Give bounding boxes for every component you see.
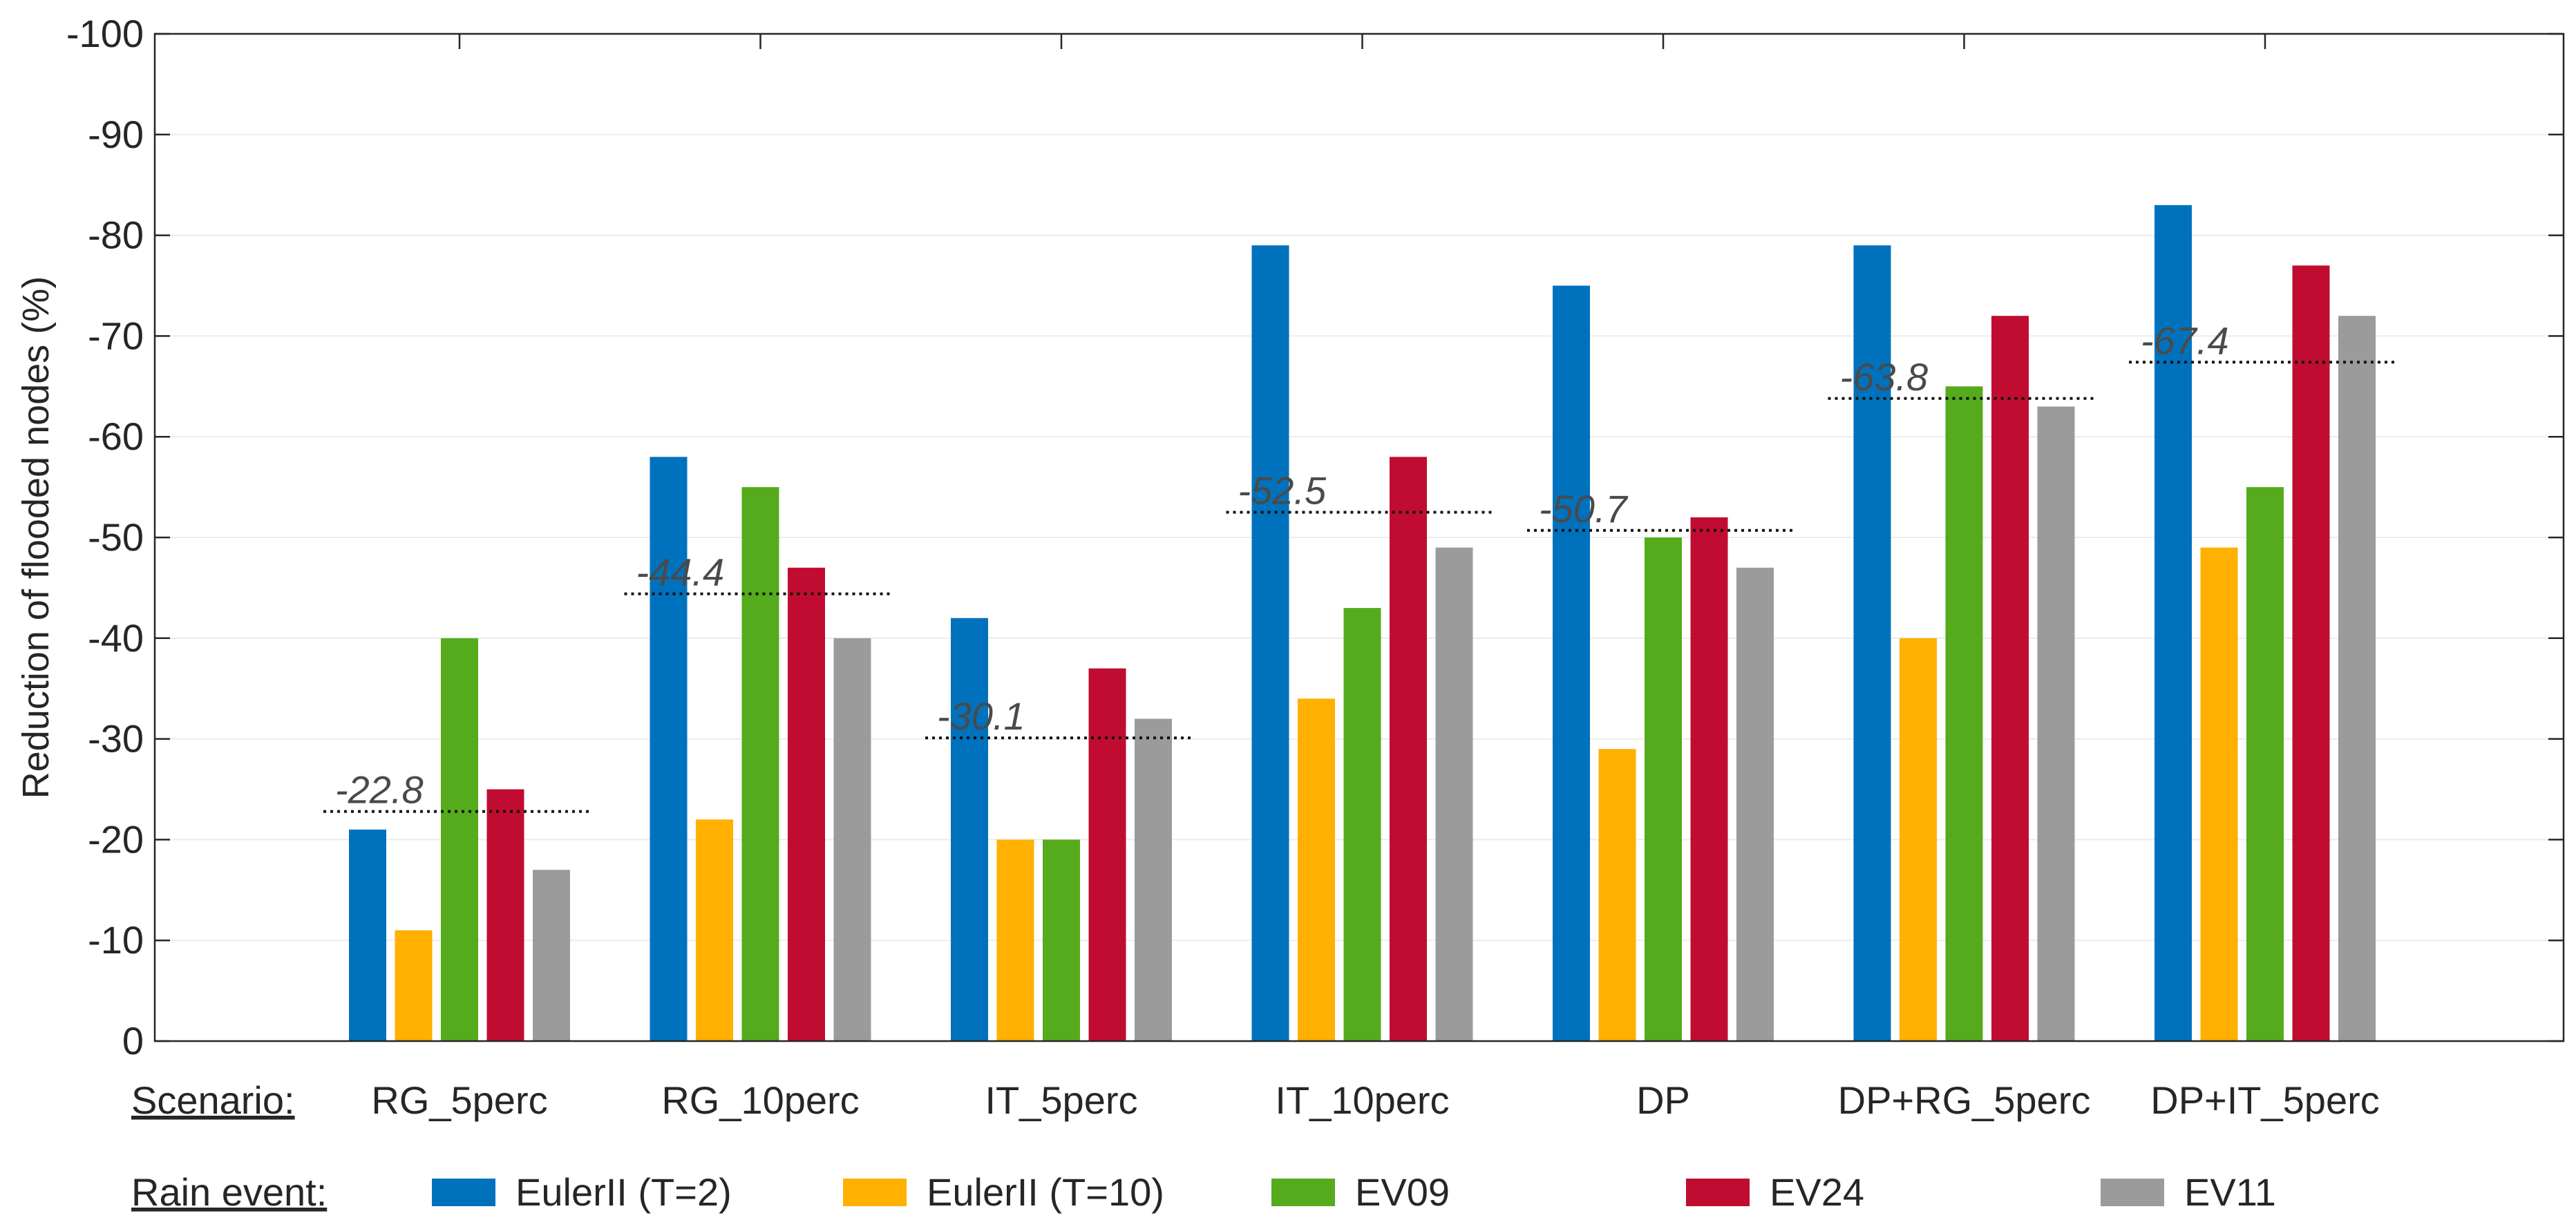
axes [153, 32, 2565, 1042]
mean-label: -44.4 [636, 551, 725, 594]
bar-eulerii-t-2-rg-10perc [650, 457, 688, 1041]
bar-eulerii-t-2-dp [1553, 285, 1590, 1041]
y-tick-label: -40 [88, 616, 144, 660]
bar-ev11-it-5perc [1135, 718, 1172, 1041]
bar-eulerii-t-10-dp-it-5perc [2200, 547, 2238, 1041]
legend-swatch [432, 1179, 495, 1206]
bar-ev09-it-10perc [1343, 608, 1381, 1041]
legend-label: EulerII (T=2) [515, 1170, 732, 1214]
bar-eulerii-t-10-it-5perc [996, 839, 1034, 1041]
bar-ev11-dp-it-5perc [2338, 316, 2376, 1041]
legend-swatch [2101, 1179, 2164, 1206]
y-tick-label: -70 [88, 314, 144, 357]
category-labels: RG_5perc RG_10perc IT_5perc IT_10perc DP DP+R… [371, 1078, 2379, 1122]
bar-ev09-dp-it-5perc [2246, 487, 2284, 1041]
category-label: RG_10perc [661, 1078, 859, 1122]
mean-label: -52.5 [1238, 469, 1327, 513]
legend-caption: Rain event: [131, 1170, 327, 1214]
bar-ev09-rg-10perc [741, 487, 779, 1041]
bar-ev24-dp [1690, 517, 1728, 1041]
y-tick-label: -10 [88, 918, 144, 962]
legend-swatch [1271, 1179, 1335, 1206]
legend-swatch [1686, 1179, 1750, 1206]
category-label: IT_5perc [985, 1078, 1138, 1122]
y-tick-label: -20 [88, 817, 144, 861]
bar-eulerii-t-2-dp-it-5perc [2154, 204, 2192, 1041]
bar-ev24-rg-5perc [486, 789, 524, 1041]
y-axis-label: Reduction of flooded nodes (%) [15, 276, 57, 799]
y-tick-label: -80 [88, 213, 144, 257]
bars [349, 204, 2376, 1042]
bar-ev09-dp [1645, 537, 1682, 1041]
category-label: DP+RG_5perc [1838, 1078, 2091, 1122]
bar-ev24-it-5perc [1088, 668, 1126, 1041]
bar-ev09-dp-rg-5perc [1945, 386, 1983, 1041]
mean-label: -30.1 [937, 694, 1025, 738]
grid-lines [155, 133, 2564, 942]
y-tick-label: -100 [66, 12, 144, 55]
y-tick-label: -50 [88, 515, 144, 559]
bar-eulerii-t-2-rg-5perc [349, 829, 386, 1041]
mean-lines: -22.8 -44.4 -30.1 -52.5 -50.7 -63.8 -67.4 [323, 318, 2396, 813]
bar-ev24-dp-rg-5perc [1991, 316, 2029, 1041]
mean-label: -63.8 [1840, 355, 1929, 399]
y-tick-label: -90 [88, 113, 144, 156]
bar-eulerii-t-10-dp-rg-5perc [1900, 638, 1937, 1041]
mean-label: -22.8 [335, 768, 424, 812]
y-tick-labels: 0 -10 -20 -30 -40 -50 -60 -70 -80 -90 -100 [66, 12, 144, 1063]
bar-ev11-dp [1736, 567, 1774, 1041]
legend: EulerII (T=2) EulerII (T=10) EV09 EV24 EV11 [432, 1170, 2276, 1214]
bar-ev09-it-5perc [1043, 839, 1080, 1041]
bar-ev11-it-10perc [1435, 547, 1473, 1041]
y-tick-label: 0 [122, 1019, 144, 1063]
bar-ev11-rg-5perc [533, 870, 570, 1041]
legend-label: EV09 [1355, 1170, 1450, 1214]
category-label: DP+IT_5perc [2150, 1078, 2380, 1122]
bar-ev11-rg-10perc [833, 638, 871, 1041]
bar-eulerii-t-10-dp [1598, 749, 1636, 1041]
bar-eulerii-t-10-rg-10perc [696, 819, 733, 1041]
bar-ev09-rg-5perc [441, 638, 478, 1041]
legend-label: EulerII (T=10) [927, 1170, 1164, 1214]
bar-ev24-rg-10perc [788, 567, 825, 1041]
legend-label: EV24 [1770, 1170, 1864, 1214]
bar-ev24-it-10perc [1390, 457, 1427, 1041]
bar-ev11-dp-rg-5perc [2037, 406, 2075, 1041]
category-label: DP [1636, 1078, 1690, 1122]
bar-eulerii-t-2-dp-rg-5perc [1853, 245, 1891, 1042]
scenario-caption: Scenario: [131, 1078, 295, 1122]
bar-eulerii-t-2-it-10perc [1251, 245, 1289, 1042]
legend-label: EV11 [2184, 1170, 2276, 1214]
bar-ev24-dp-it-5perc [2292, 265, 2330, 1042]
category-label: IT_10perc [1275, 1078, 1449, 1122]
mean-label: -50.7 [1539, 487, 1628, 531]
bar-eulerii-t-2-it-5perc [951, 618, 988, 1041]
mean-label: -67.4 [2141, 318, 2229, 362]
category-label: RG_5perc [371, 1078, 547, 1122]
y-tick-label: -30 [88, 717, 144, 761]
bar-eulerii-t-10-rg-5perc [395, 930, 433, 1041]
bar-eulerii-t-10-it-10perc [1298, 698, 1335, 1041]
y-tick-label: -60 [88, 415, 144, 458]
legend-swatch [843, 1179, 907, 1206]
